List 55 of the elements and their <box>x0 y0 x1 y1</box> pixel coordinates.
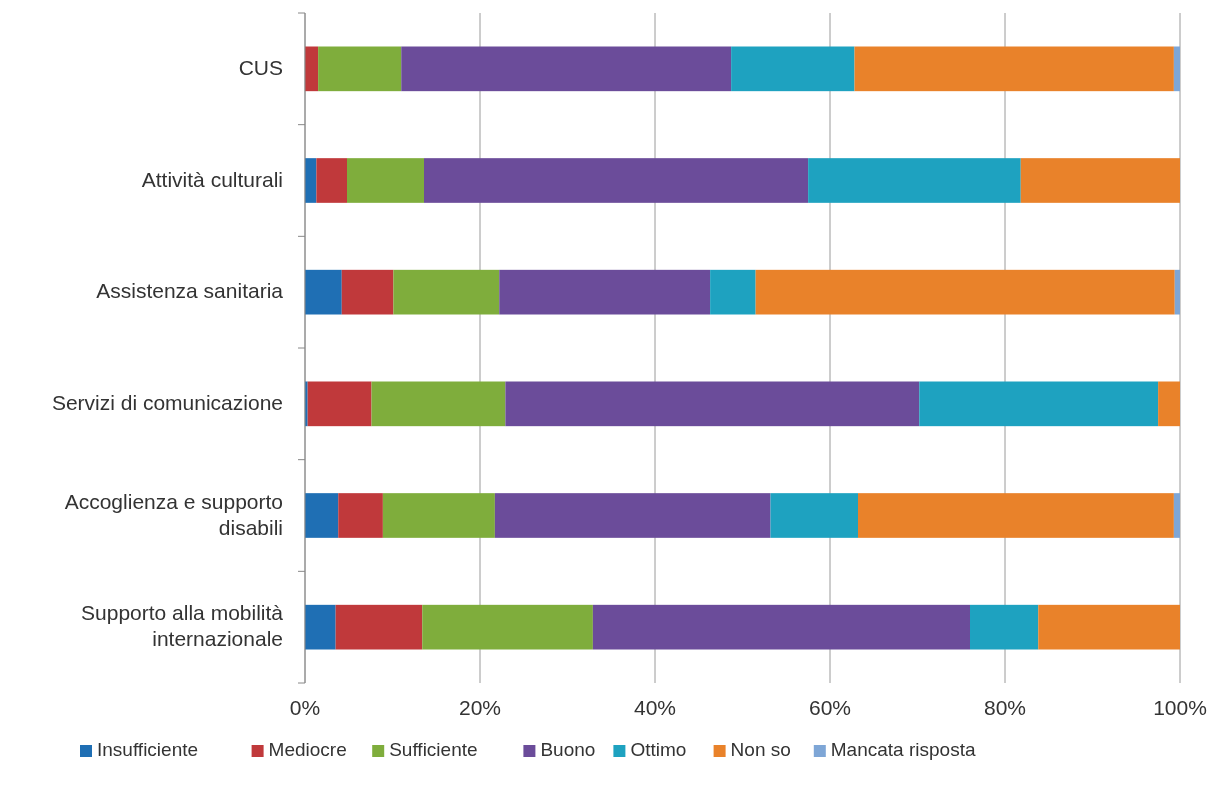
bar <box>710 269 756 315</box>
legend-label: Sufficiente <box>389 739 478 760</box>
bar <box>305 604 336 650</box>
bar <box>1174 269 1180 315</box>
x-tick-label: 20% <box>458 696 502 719</box>
bar <box>731 46 855 92</box>
bar <box>1038 604 1180 650</box>
bar <box>499 269 711 315</box>
y-tick-label: Supporto alla mobilità internazionale <box>81 600 284 650</box>
bar <box>1158 381 1180 427</box>
bar <box>755 269 1175 315</box>
bar <box>307 381 372 427</box>
bar <box>347 158 424 203</box>
legend-label: Mancata risposta <box>830 739 976 760</box>
bar <box>505 381 920 427</box>
y-tick-label: CUS <box>238 55 283 79</box>
bar <box>808 158 1021 203</box>
bar <box>592 604 970 650</box>
legend-label: Mediocre <box>268 739 347 760</box>
legend-label: Ottimo <box>630 739 687 760</box>
bar <box>371 381 506 427</box>
bar <box>919 381 1159 427</box>
bar <box>858 493 1174 538</box>
bar <box>318 46 402 92</box>
x-tick-label: 100% <box>1153 696 1207 719</box>
legend-label: Buono <box>540 739 596 760</box>
y-tick-label: Servizi di comunicazione <box>51 390 283 414</box>
y-tick-label: Accoglienza e supporto disabili <box>64 489 283 539</box>
y-tick-label: Assistenza sanitaria <box>96 278 284 302</box>
bar <box>382 493 495 538</box>
bar <box>770 493 858 538</box>
bar <box>401 46 732 92</box>
x-tick-label: 0% <box>289 696 321 719</box>
bar <box>393 269 500 315</box>
bar <box>316 158 347 203</box>
bar <box>1020 158 1180 203</box>
bar <box>424 158 809 203</box>
x-tick-label: 80% <box>983 696 1027 719</box>
bar <box>305 269 342 315</box>
bar <box>338 493 383 538</box>
x-tick-label: 60% <box>808 696 852 719</box>
bar <box>854 46 1174 92</box>
legend-label: Non so <box>730 739 791 760</box>
bar <box>305 493 339 538</box>
bar <box>1173 493 1180 538</box>
bar <box>422 604 593 650</box>
legend-label: Insufficiente <box>97 739 199 760</box>
bar <box>335 604 423 650</box>
bar <box>494 493 771 538</box>
bar <box>305 46 319 92</box>
x-tick-label: 40% <box>633 696 677 719</box>
y-tick-label: Attività culturali <box>141 167 283 191</box>
bar <box>341 269 394 315</box>
bar <box>1173 46 1180 92</box>
bar <box>970 604 1039 650</box>
